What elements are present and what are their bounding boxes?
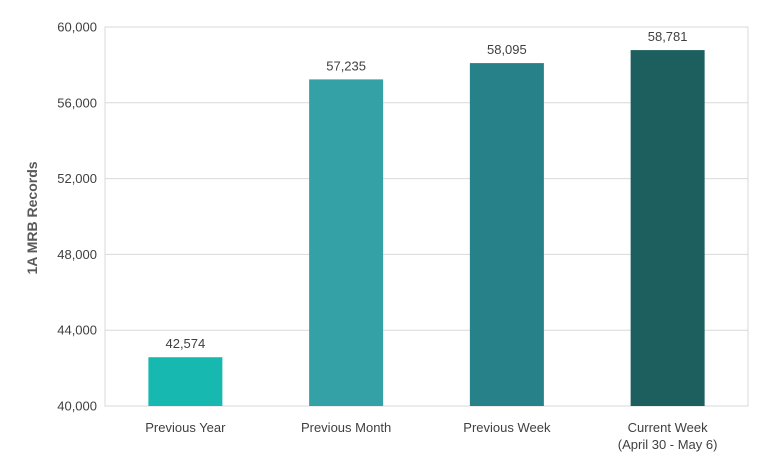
x-category-label: Previous Week [463, 420, 551, 435]
y-tick-label: 56,000 [57, 95, 97, 110]
y-tick-label: 52,000 [57, 171, 97, 186]
y-tick-label: 60,000 [57, 20, 97, 35]
x-axis-categories: Previous Year Previous Month Previous Week… [145, 420, 717, 452]
data-labels: 42,574 57,235 58,095 58,781 [165, 29, 687, 351]
y-axis-title: 1A MRB Records [24, 161, 40, 274]
x-category-label: Previous Year [145, 420, 226, 435]
bar [309, 79, 384, 406]
data-label: 42,574 [165, 336, 205, 351]
y-tick-label: 48,000 [57, 247, 97, 262]
data-label: 58,095 [487, 42, 527, 57]
y-tick-label: 44,000 [57, 323, 97, 338]
y-axis-ticks: 40,000 44,000 48,000 52,000 56,000 60,000 [57, 20, 97, 414]
bars [148, 50, 705, 407]
x-category-label: (April 30 - May 6) [618, 437, 718, 452]
bar [630, 50, 705, 407]
bar [148, 357, 223, 406]
bar [469, 63, 544, 406]
data-label: 58,781 [648, 29, 688, 44]
data-label: 57,235 [326, 58, 366, 73]
x-category-label: Previous Month [301, 420, 391, 435]
x-category-label: Current Week [628, 420, 708, 435]
y-tick-label: 40,000 [57, 399, 97, 414]
